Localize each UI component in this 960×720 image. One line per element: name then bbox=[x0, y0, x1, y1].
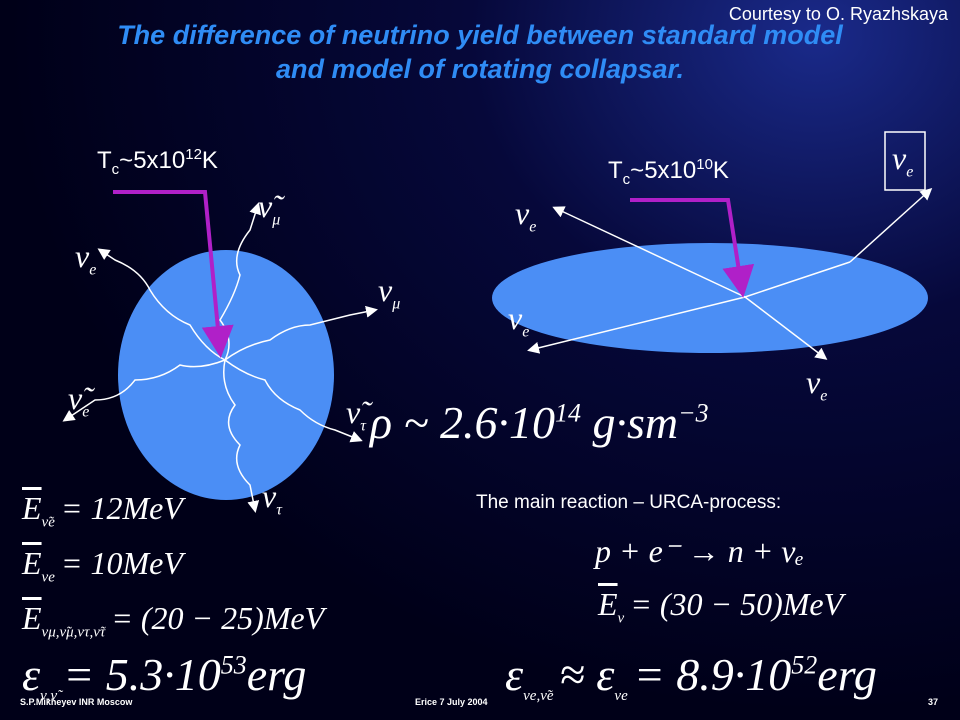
symbol: ν bbox=[378, 272, 393, 308]
page-number: 37 bbox=[928, 697, 939, 707]
formula: Eν = (30 − 50)MeV bbox=[598, 586, 843, 627]
neutrino-label: νμ bbox=[378, 272, 400, 313]
lhs-subscript: ν̃e bbox=[41, 514, 55, 531]
exponent: 12 bbox=[185, 146, 202, 163]
neutrino-label: νe bbox=[892, 140, 913, 181]
exponent: 14 bbox=[554, 398, 581, 428]
exponent: 10 bbox=[696, 156, 713, 173]
lhs: E bbox=[22, 545, 42, 581]
symbol: ν̃ bbox=[68, 380, 83, 416]
lhs-subscript: ν bbox=[617, 610, 625, 627]
neutrino-paths bbox=[62, 202, 378, 513]
title: The difference of neutrino yield between… bbox=[117, 20, 843, 84]
subscript: e bbox=[906, 163, 914, 181]
subscript: τ bbox=[276, 501, 282, 519]
neutrino-label: νe bbox=[75, 238, 96, 279]
symbol: ν bbox=[75, 238, 90, 274]
label-box bbox=[884, 131, 926, 191]
subscript: e bbox=[522, 323, 530, 341]
rhs: = 5.3·10 bbox=[63, 649, 221, 700]
density: ρ ~ 2.6·1014 g·sm−3 bbox=[370, 396, 709, 449]
lhs: ε bbox=[22, 649, 41, 700]
temperature: Tc~5x1012K bbox=[97, 146, 218, 178]
subscript: c bbox=[111, 160, 120, 178]
symbol: T bbox=[97, 147, 112, 174]
pointer-arrow bbox=[630, 198, 755, 298]
rhs: = (20 − 25)MeV bbox=[111, 600, 325, 636]
symbol: ν bbox=[262, 478, 277, 514]
subscript: e bbox=[82, 403, 90, 421]
symbol: ν bbox=[508, 300, 523, 336]
temperature: Tc~5x1010K bbox=[608, 156, 729, 188]
symbol: ν bbox=[806, 364, 821, 400]
neutrino-label: ντ bbox=[262, 478, 282, 519]
rhs: g·sm bbox=[592, 397, 679, 448]
rhs-exponent: 52 bbox=[791, 650, 818, 680]
subscript: τ bbox=[360, 417, 366, 435]
symbol: ν̃ bbox=[346, 394, 361, 430]
rhs-exponent: 53 bbox=[220, 650, 247, 680]
subscript: e bbox=[529, 218, 537, 236]
lhs-subscript: νμ,ν̃μ,ντ,ν̃τ bbox=[41, 624, 106, 641]
subscript: e bbox=[89, 261, 97, 279]
symbol: ν bbox=[892, 140, 907, 176]
lhs-subscript: νe,ν̃e bbox=[523, 688, 554, 705]
rhs-exponent: −3 bbox=[678, 398, 709, 428]
value: ~5x10 bbox=[630, 157, 697, 184]
rhs: = 10MeV bbox=[60, 545, 183, 581]
pointer-arrow bbox=[113, 190, 234, 358]
neutrino-label: νe bbox=[806, 364, 827, 405]
footer-event: Erice 7 July 2004 bbox=[415, 697, 488, 707]
footer-author: S.P.Mikheyev INR Moscow bbox=[20, 697, 133, 707]
formula: Eνμ,ν̃μ,ντ,ν̃τ = (20 − 25)MeV bbox=[22, 600, 324, 641]
subscript: μ bbox=[272, 211, 281, 229]
symbol: ν bbox=[515, 195, 530, 231]
rhs: = 8.9·10 bbox=[633, 649, 792, 700]
subscript: c bbox=[622, 170, 631, 188]
rhs: = 12MeV bbox=[60, 490, 183, 526]
disk-neutrino-paths bbox=[527, 187, 933, 360]
neutrino-label: νe bbox=[515, 195, 536, 236]
subscript: μ bbox=[392, 295, 401, 313]
rhs: ≈ ε bbox=[559, 649, 615, 700]
unit: erg bbox=[817, 649, 877, 700]
neutrino-label: ν̃μ bbox=[258, 188, 280, 229]
lhs: E bbox=[22, 600, 42, 636]
reaction-title: The main reaction – URCA-process: bbox=[476, 492, 782, 513]
core-sphere bbox=[118, 250, 334, 500]
unit: K bbox=[201, 147, 218, 174]
neutrino-label: ν̃e bbox=[68, 380, 89, 421]
rhs-subscript: νe bbox=[614, 688, 628, 705]
lhs: ρ ~ 2.6·10 bbox=[370, 397, 555, 448]
lhs-subscript: ν,ν̃ bbox=[40, 688, 58, 705]
symbol: ν̃ bbox=[258, 188, 273, 224]
value: ~5x10 bbox=[119, 147, 186, 174]
formula: εν,ν̃ = 5.3·1053erg bbox=[22, 648, 306, 705]
lhs: ε bbox=[505, 649, 524, 700]
unit: K bbox=[712, 157, 729, 184]
subscript: e bbox=[820, 387, 828, 405]
disk bbox=[492, 243, 928, 353]
neutrino-label: νe bbox=[508, 300, 529, 341]
formula: Eνe = 10MeV bbox=[22, 545, 183, 586]
formula: ενe,ν̃e ≈ ενe = 8.9·1052erg bbox=[505, 648, 877, 705]
lhs: E bbox=[598, 586, 618, 622]
courtesy: Courtesy to O. Ryazhskaya bbox=[728, 4, 948, 24]
rhs: = (30 − 50)MeV bbox=[630, 586, 844, 622]
lhs-subscript: νe bbox=[41, 569, 55, 586]
symbol: T bbox=[608, 157, 623, 184]
lhs: E bbox=[22, 490, 42, 526]
reaction: p + e⁻ → n + νₑ bbox=[595, 533, 804, 569]
unit: erg bbox=[246, 649, 307, 700]
neutrino-label: ν̃τ bbox=[346, 394, 366, 435]
formula: Eν̃e = 12MeV bbox=[22, 490, 183, 531]
